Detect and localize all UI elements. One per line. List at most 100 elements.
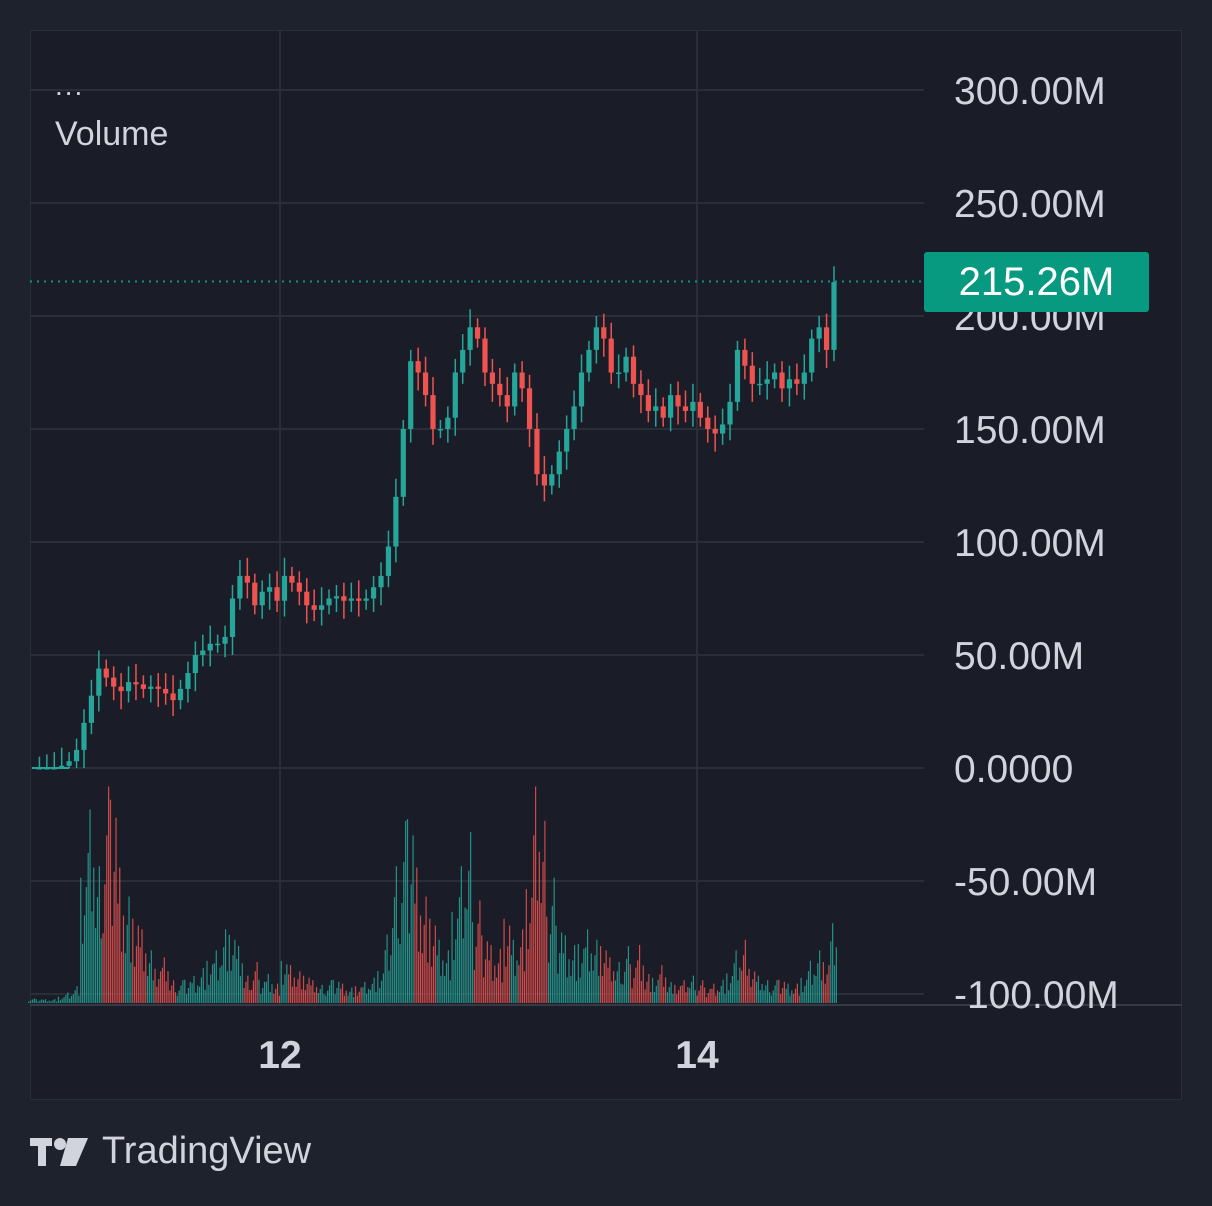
candle-body (140, 684, 146, 689)
candle-body (809, 338, 815, 373)
candle-body (148, 686, 154, 689)
candle-body (111, 677, 117, 687)
candle-body (252, 582, 258, 606)
last-price-tag: 215.26M (924, 252, 1149, 312)
candle-body (541, 474, 547, 486)
candle-body (749, 365, 755, 384)
candle-body (207, 643, 213, 651)
candle-body (341, 596, 347, 601)
candle-body (289, 575, 295, 583)
candle-body (534, 429, 540, 475)
candle-body (356, 598, 362, 601)
candle-body (267, 587, 273, 592)
candle-body (319, 605, 325, 610)
candle-body (378, 575, 384, 588)
y-tick-label: 0.0000 (954, 748, 1073, 791)
x-tick-label: 12 (258, 1034, 301, 1077)
brand-name: TradingView (102, 1129, 312, 1172)
candle-body (296, 582, 302, 592)
candle-body (200, 650, 206, 655)
candle-body (393, 496, 399, 547)
candle-body (682, 406, 689, 411)
candle-body (222, 636, 228, 644)
candle-body (690, 401, 696, 411)
candle-body (326, 598, 332, 606)
candle-body (489, 372, 496, 384)
candle-body (764, 379, 770, 384)
candle-body (177, 688, 184, 701)
candle-body (118, 686, 124, 692)
candle-body (497, 383, 503, 396)
candle-body (660, 406, 666, 418)
candle-body (229, 598, 236, 637)
candle-body (801, 372, 807, 384)
candle-body (526, 388, 533, 429)
candle-body (675, 395, 681, 407)
candle-body (81, 722, 87, 750)
candle-body (771, 372, 778, 380)
candle-body (705, 417, 711, 429)
candle-body (370, 587, 377, 599)
legend-menu-dots[interactable]: ... (55, 70, 85, 101)
grid-layer (30, 30, 1182, 1006)
candle-body (831, 282, 837, 350)
candle-body (66, 761, 72, 766)
candle-body (549, 474, 555, 486)
candle-body (720, 424, 726, 434)
candle-body (445, 417, 451, 429)
candle-body (59, 765, 65, 768)
candle-body (192, 655, 198, 674)
candle-body (638, 383, 644, 396)
candle-body (623, 356, 629, 373)
candle-body (133, 682, 139, 685)
candle-body (794, 379, 800, 384)
candle-body (727, 401, 733, 425)
y-tick-label: 150.00M (954, 409, 1106, 452)
candle-body (474, 327, 481, 339)
candle-body (259, 591, 265, 606)
candle-body (742, 349, 748, 366)
tradingview-brand[interactable]: TradingView (30, 1126, 311, 1176)
candle-body (586, 349, 592, 373)
candle-body (630, 356, 637, 384)
candle-body (593, 327, 599, 350)
candle-body (668, 395, 674, 418)
candle-body (96, 668, 102, 696)
candle-body (155, 686, 161, 689)
candle-body (712, 429, 718, 434)
candle-body (125, 682, 132, 692)
candle-body (170, 693, 176, 701)
candle-body (281, 575, 288, 601)
candle-body (452, 372, 458, 418)
candle-body (73, 749, 80, 762)
candle-body (215, 643, 221, 646)
candle-body (571, 406, 577, 429)
axis-layer: 300.00M250.00M200.00M150.00M100.00M50.00… (258, 70, 1118, 1077)
chart-frame[interactable] (30, 30, 1182, 1100)
y-tick-label: 250.00M (954, 183, 1106, 226)
candle-body (556, 451, 562, 475)
candle-body (578, 372, 585, 407)
candle-body (274, 587, 280, 601)
candle-body (88, 695, 95, 723)
y-tick-label: -50.00M (954, 861, 1097, 904)
tradingview-logo-icon (30, 1138, 88, 1166)
candle-body (823, 327, 830, 350)
candle-body (645, 395, 651, 411)
candle-body (311, 605, 317, 610)
candle-body (616, 372, 622, 374)
candle-body (482, 338, 488, 373)
candle-body (779, 372, 785, 389)
y-tick-label: 100.00M (954, 522, 1106, 565)
candle-body (786, 379, 793, 389)
candle-body (363, 598, 369, 601)
candle-layer (32, 266, 837, 770)
candle-body (103, 668, 109, 678)
candle-body (185, 673, 191, 689)
y-tick-label: 300.00M (954, 70, 1106, 113)
candle-body (348, 598, 354, 601)
candle-body (400, 429, 406, 497)
candle-body (415, 361, 421, 373)
candle-body (697, 401, 703, 418)
